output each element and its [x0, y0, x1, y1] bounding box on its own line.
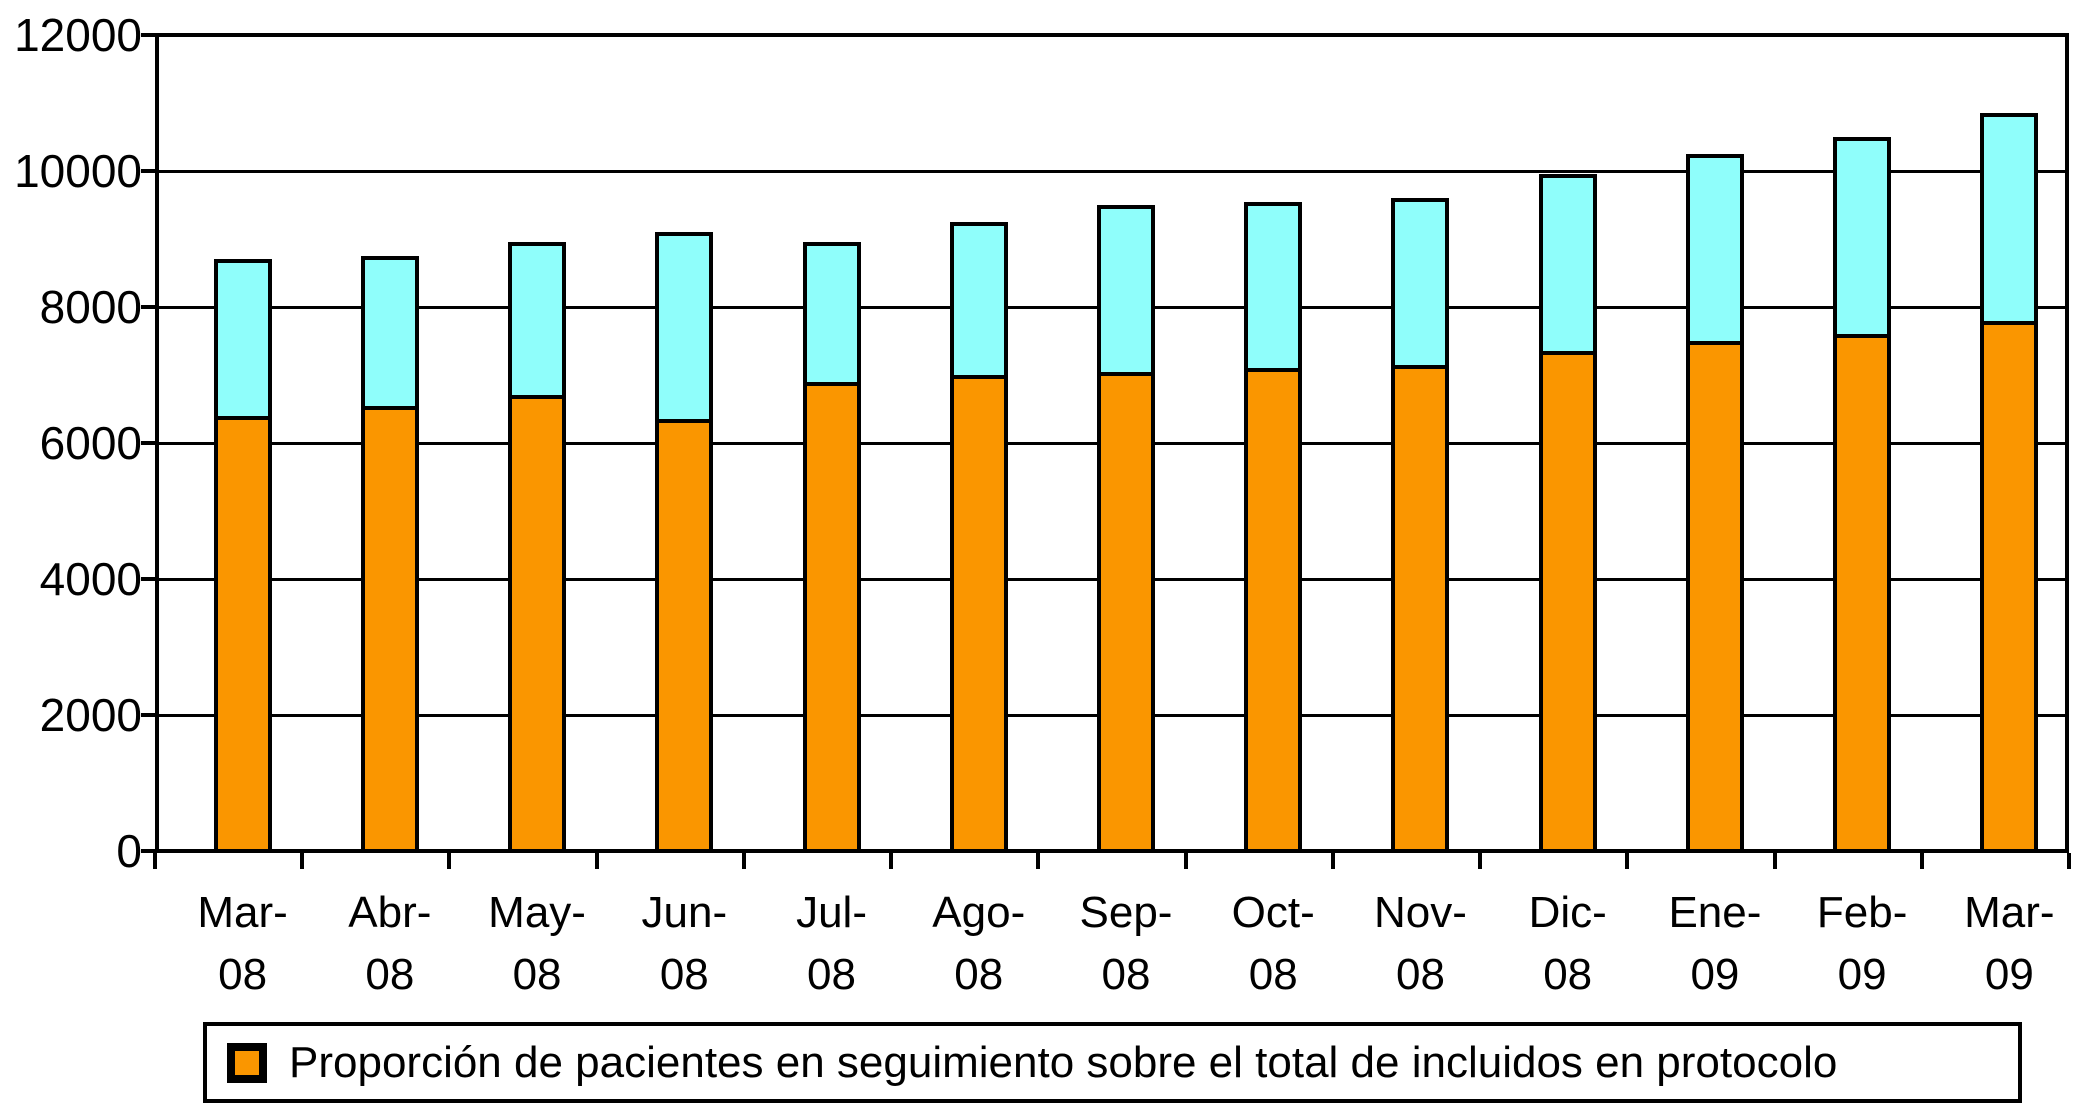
legend-label: Proporción de pacientes en seguimiento s… — [289, 1037, 1838, 1087]
bar-segment-seguimiento — [1980, 320, 2039, 853]
y-axis-tick — [141, 577, 155, 581]
x-axis-tick — [1625, 853, 1630, 869]
x-axis-label: Ene- 09 — [1668, 888, 1762, 999]
y-axis-label: 8000 — [39, 281, 142, 333]
x-axis-label: Jul- 08 — [796, 888, 867, 999]
y-axis-label: 6000 — [39, 417, 142, 469]
y-axis-tick — [141, 305, 155, 309]
x-axis-tick — [1478, 853, 1483, 869]
y-axis-tick — [141, 713, 155, 717]
bar-segment-seguimiento — [508, 395, 567, 853]
x-axis-label: Sep- 08 — [1079, 888, 1173, 999]
y-axis-label: 0 — [116, 825, 142, 877]
x-axis-label: Abr- 08 — [348, 888, 432, 999]
y-axis-label: 10000 — [14, 145, 142, 197]
x-axis-label: Mar- 08 — [197, 888, 288, 999]
y-axis-tick — [141, 169, 155, 173]
y-axis-tick — [141, 441, 155, 445]
legend: Proporción de pacientes en seguimiento s… — [203, 1022, 2022, 1103]
x-axis-tick — [153, 853, 157, 869]
bar-segment-seguimiento — [655, 419, 714, 853]
x-axis-label: Ago- 08 — [932, 888, 1026, 999]
x-axis-tick — [2067, 853, 2071, 869]
x-axis-tick — [889, 853, 894, 869]
bar-segment-seguimiento — [1538, 351, 1597, 853]
x-axis-label: Nov- 08 — [1374, 888, 1467, 999]
x-axis-label: Mar- 09 — [1964, 888, 2055, 999]
y-axis-label: 12000 — [14, 9, 142, 61]
bar-segment-seguimiento — [213, 415, 272, 853]
x-axis-label: Dic- 08 — [1528, 888, 1607, 999]
x-axis-tick — [741, 853, 746, 869]
bar-segment-seguimiento — [1391, 364, 1450, 853]
bar-segment-seguimiento — [1097, 371, 1155, 853]
legend-swatch — [227, 1042, 267, 1083]
x-axis-tick — [594, 853, 599, 869]
x-axis-tick — [1330, 853, 1335, 869]
x-axis-label: Jun- 08 — [641, 888, 728, 999]
bar-segment-seguimiento — [360, 405, 419, 853]
bar-segment-seguimiento — [1685, 341, 1744, 853]
gridline — [155, 169, 2069, 173]
bar-segment-seguimiento — [949, 375, 1008, 853]
x-axis-label: Feb- 09 — [1816, 888, 1908, 999]
x-axis-tick — [1036, 853, 1041, 869]
bar-segment-seguimiento — [1833, 334, 1892, 853]
bar-segment-seguimiento — [1244, 368, 1303, 853]
y-axis-tick — [141, 849, 155, 853]
x-axis-tick — [1183, 853, 1188, 869]
x-axis-tick — [447, 853, 452, 869]
bar-segment-seguimiento — [802, 381, 861, 853]
x-axis-tick — [300, 853, 305, 869]
x-axis-label: Oct- 08 — [1231, 888, 1315, 999]
x-axis-tick — [1772, 853, 1777, 869]
y-axis-label: 4000 — [39, 553, 142, 605]
y-axis-tick — [141, 33, 155, 37]
y-axis-label: 2000 — [39, 689, 142, 741]
x-axis-tick — [1919, 853, 1924, 869]
x-axis-label: May- 08 — [488, 888, 586, 999]
